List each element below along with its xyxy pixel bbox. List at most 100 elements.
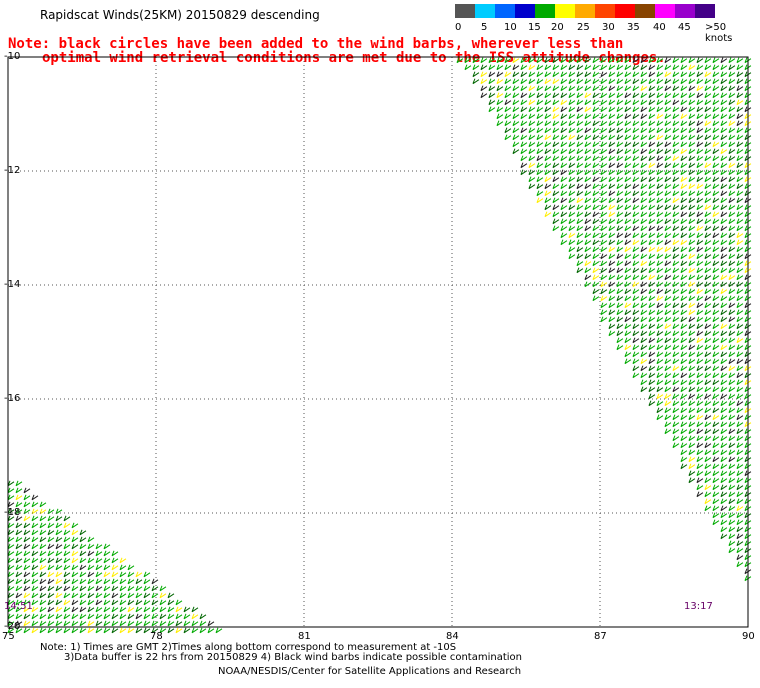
latitude-label: -18 bbox=[4, 507, 21, 518]
wind-barb bbox=[664, 190, 672, 197]
wind-barb bbox=[632, 190, 640, 197]
wind-barb bbox=[207, 627, 215, 634]
wind-barb bbox=[648, 302, 656, 309]
wind-barb bbox=[704, 176, 712, 183]
wind-barb bbox=[656, 162, 664, 169]
wind-barb bbox=[696, 218, 704, 225]
wind-barb bbox=[720, 512, 728, 519]
wind-barb bbox=[696, 141, 704, 148]
wind-barb bbox=[736, 533, 744, 540]
wind-barb bbox=[688, 386, 696, 393]
wind-barb bbox=[71, 571, 79, 578]
wind-barb bbox=[39, 550, 47, 557]
wind-barb bbox=[704, 407, 712, 414]
wind-barb bbox=[512, 127, 520, 134]
wind-barb bbox=[23, 627, 31, 634]
wind-barb bbox=[656, 267, 664, 274]
wind-barb bbox=[744, 239, 752, 246]
wind-barb bbox=[704, 463, 712, 470]
wind-barb bbox=[640, 379, 648, 386]
wind-barb bbox=[672, 162, 680, 169]
wind-barb bbox=[656, 127, 664, 134]
wind-barb bbox=[736, 351, 744, 358]
wind-barb bbox=[704, 64, 712, 71]
wind-barb bbox=[23, 536, 31, 543]
wind-barb bbox=[23, 515, 31, 522]
wind-barb bbox=[696, 295, 704, 302]
wind-barb bbox=[640, 211, 648, 218]
wind-barb bbox=[616, 253, 624, 260]
wind-barb bbox=[584, 169, 592, 176]
wind-barb bbox=[512, 71, 520, 78]
wind-barb bbox=[736, 246, 744, 253]
wind-barb bbox=[672, 141, 680, 148]
wind-barb bbox=[103, 578, 111, 585]
wind-barb bbox=[712, 484, 720, 491]
wind-barb bbox=[736, 386, 744, 393]
wind-barb bbox=[552, 218, 560, 225]
wind-barb bbox=[143, 613, 151, 620]
footer-note-1: Note: 1) Times are GMT 2)Times along bot… bbox=[40, 642, 457, 653]
wind-barb bbox=[7, 543, 15, 550]
wind-barb bbox=[680, 302, 688, 309]
wind-barb bbox=[704, 351, 712, 358]
wind-barb bbox=[656, 372, 664, 379]
wind-barb bbox=[632, 260, 640, 267]
wind-barb bbox=[704, 484, 712, 491]
wind-barb bbox=[744, 246, 752, 253]
wind-barb bbox=[528, 99, 536, 106]
wind-barb bbox=[135, 620, 143, 627]
wind-barb bbox=[688, 162, 696, 169]
wind-barb bbox=[560, 127, 568, 134]
wind-barb bbox=[688, 85, 696, 92]
wind-barb bbox=[712, 176, 720, 183]
wind-barb bbox=[47, 564, 55, 571]
wind-barb bbox=[736, 547, 744, 554]
wind-barb bbox=[696, 400, 704, 407]
wind-barb bbox=[712, 85, 720, 92]
wind-barb bbox=[728, 344, 736, 351]
wind-barb bbox=[744, 190, 752, 197]
wind-barb bbox=[712, 225, 720, 232]
wind-barb bbox=[744, 526, 752, 533]
wind-barb bbox=[744, 540, 752, 547]
wind-barb bbox=[720, 260, 728, 267]
wind-barb bbox=[624, 85, 632, 92]
wind-barb bbox=[664, 127, 672, 134]
wind-barb bbox=[616, 211, 624, 218]
wind-barb bbox=[159, 585, 167, 592]
wind-barb bbox=[696, 337, 704, 344]
wind-barb bbox=[728, 127, 736, 134]
wind-barb bbox=[624, 99, 632, 106]
wind-barb bbox=[728, 316, 736, 323]
wind-barb bbox=[63, 627, 71, 634]
wind-barb bbox=[736, 477, 744, 484]
wind-barb bbox=[23, 564, 31, 571]
wind-barb bbox=[31, 494, 39, 501]
wind-barb bbox=[592, 274, 600, 281]
wind-barb bbox=[736, 253, 744, 260]
wind-barb bbox=[616, 162, 624, 169]
wind-barb bbox=[568, 183, 576, 190]
wind-barb bbox=[648, 176, 656, 183]
wind-barb bbox=[31, 613, 39, 620]
wind-barb bbox=[712, 386, 720, 393]
wind-barb bbox=[680, 337, 688, 344]
wind-barb bbox=[63, 550, 71, 557]
wind-barb bbox=[704, 106, 712, 113]
wind-barb bbox=[712, 358, 720, 365]
wind-barb bbox=[736, 365, 744, 372]
wind-barb bbox=[688, 344, 696, 351]
wind-barb bbox=[688, 183, 696, 190]
legend-label: 40 bbox=[653, 22, 666, 33]
wind-barb bbox=[520, 113, 528, 120]
wind-barb bbox=[584, 99, 592, 106]
wind-barb bbox=[608, 71, 616, 78]
wind-barb bbox=[720, 225, 728, 232]
wind-barb bbox=[584, 218, 592, 225]
wind-barb bbox=[600, 309, 608, 316]
wind-barb bbox=[63, 564, 71, 571]
wind-barb bbox=[616, 204, 624, 211]
wind-barb bbox=[688, 379, 696, 386]
